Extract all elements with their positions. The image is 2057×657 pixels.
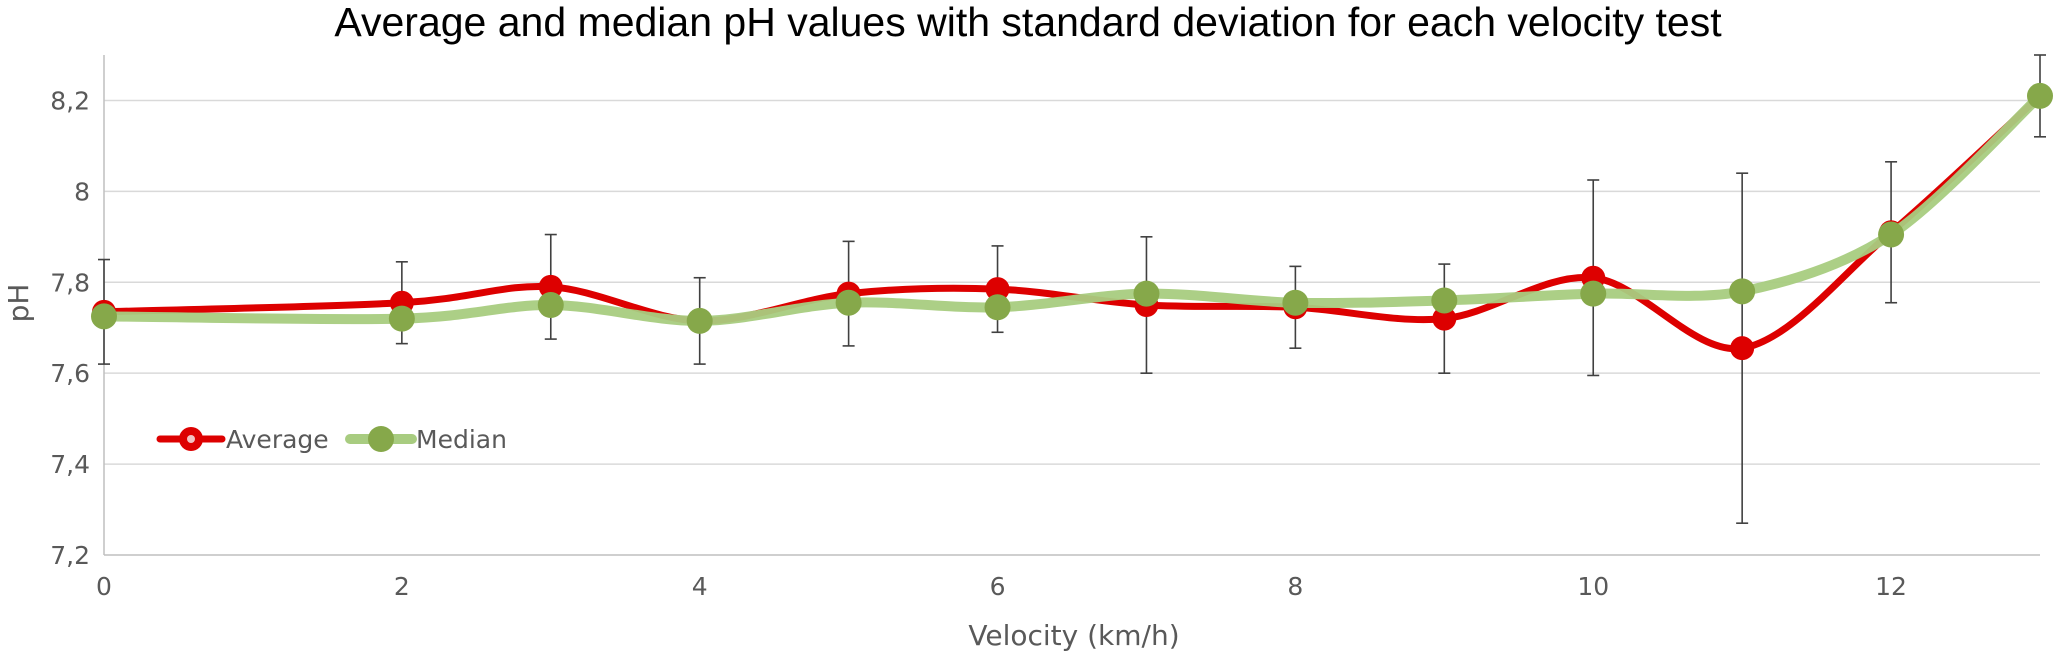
y-tick-label: 8,2 [50,86,90,115]
median-point [1282,289,1309,316]
median-point [1729,278,1756,305]
legend: Average Median [156,425,507,454]
x-tick-label: 8 [1287,572,1303,601]
x-axis-label: Velocity (km/h) [968,619,1179,652]
median-point [91,303,117,330]
median-point [1878,221,1905,248]
median-point [1431,287,1458,314]
average-point [1730,336,1755,361]
median-point [537,292,564,318]
y-tick-label: 7,2 [50,541,90,570]
x-tick-label: 6 [990,572,1006,601]
legend-label-average: Average [226,425,329,454]
y-tick-label: 7,8 [50,268,90,297]
median-point [686,307,713,334]
y-tick-label: 7,4 [50,450,90,479]
x-tick-label: 2 [394,572,410,601]
legend-item-median: Median [345,425,507,454]
median-point [1580,280,1607,307]
median-point [2027,82,2053,109]
median-point [388,305,415,332]
chart-title: Average and median pH values with standa… [334,0,1722,45]
legend-label-median: Median [416,425,507,454]
x-tick-label: 10 [1577,572,1609,601]
grid-lines [104,99,2040,465]
legend-item-average: Average [156,425,329,454]
median-point [835,289,862,316]
median-point [984,294,1011,321]
x-tick-label: 12 [1875,572,1907,601]
data-series [91,82,2053,361]
median-point [1133,280,1160,307]
y-tick-label: 7,6 [50,359,90,388]
x-tick-label: 0 [96,572,112,601]
average-point [538,274,563,299]
average-point [985,277,1010,302]
average-point [1432,306,1457,331]
y-axis-label: pH [2,284,35,323]
tick-labels: 7,2 7,4 7,6 7,8 8 8,2 0 2 4 6 8 10 12 [50,86,1907,601]
x-tick-label: 4 [692,572,708,601]
y-tick-label: 8 [74,177,90,206]
